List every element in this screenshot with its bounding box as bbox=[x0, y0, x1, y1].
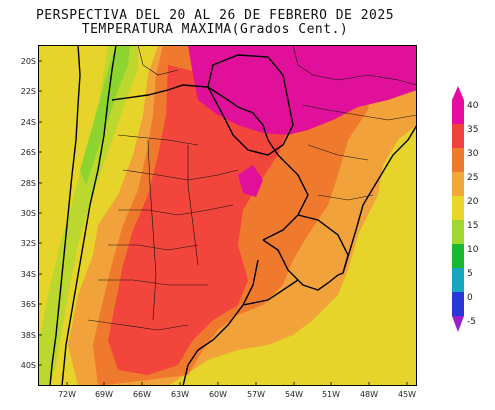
legend-tick-5: 5 bbox=[467, 269, 473, 279]
color-bar-35 bbox=[452, 124, 464, 148]
color-bar-5 bbox=[452, 268, 464, 292]
legend-tick-25: 25 bbox=[467, 173, 479, 183]
legend-tick-15: 15 bbox=[467, 221, 479, 231]
legend-tick-10: 10 bbox=[467, 245, 479, 255]
legend-tick-30: 30 bbox=[467, 149, 479, 159]
lon-label-66w: 66W bbox=[132, 390, 152, 399]
map-canvas bbox=[38, 44, 418, 387]
lon-label-54w: 54W bbox=[284, 390, 304, 399]
lat-label-28s: 28S bbox=[20, 179, 36, 188]
map-title: PERSPECTIVA DEL 20 AL 26 DE FEBRERO DE 2… bbox=[35, 8, 395, 23]
province-borders bbox=[87, 44, 418, 331]
lat-label-36s: 36S bbox=[20, 300, 36, 309]
color-bar-15 bbox=[452, 220, 464, 244]
lon-label-45w: 45W bbox=[397, 390, 417, 399]
field-yellow-green bbox=[38, 45, 138, 386]
legend-tick-35: 35 bbox=[467, 125, 479, 135]
color-bar-10 bbox=[452, 244, 464, 268]
legend-tick-20: 20 bbox=[467, 197, 479, 207]
lat-label-32s: 32S bbox=[20, 239, 36, 248]
field-yellow-west bbox=[38, 45, 100, 275]
color-bar-25 bbox=[452, 172, 464, 196]
field-magenta-spot bbox=[238, 165, 263, 197]
temperature-map bbox=[38, 44, 418, 387]
lon-label-69w: 69W bbox=[94, 390, 114, 399]
lat-label-34s: 34S bbox=[20, 270, 36, 279]
lat-label-26s: 26S bbox=[20, 148, 36, 157]
lat-label-38s: 38S bbox=[20, 331, 36, 340]
map-frame bbox=[38, 45, 417, 386]
color-bar-20 bbox=[452, 196, 464, 220]
lat-label-30s: 30S bbox=[20, 209, 36, 218]
legend-tick-0: 0 bbox=[467, 293, 473, 303]
legend-tick-minus5: -5 bbox=[467, 317, 476, 327]
lon-label-51w: 51W bbox=[321, 390, 341, 399]
color-bar-40 bbox=[452, 100, 464, 124]
legend-tick-40: 40 bbox=[467, 101, 479, 111]
lat-label-22s: 22S bbox=[20, 87, 36, 96]
lat-label-40s: 40S bbox=[20, 361, 36, 370]
color-bar-0 bbox=[452, 292, 464, 316]
lon-label-72w: 72W bbox=[57, 390, 77, 399]
color-bar-30 bbox=[452, 148, 464, 172]
lat-label-20s: 20S bbox=[20, 57, 36, 66]
color-bar-top-arrow bbox=[452, 86, 464, 100]
color-bar-bottom-arrow bbox=[452, 316, 464, 332]
lon-label-57w: 57W bbox=[246, 390, 266, 399]
lon-label-63w: 63W bbox=[170, 390, 190, 399]
field-yellow-southeast bbox=[238, 295, 417, 386]
lat-label-24s: 24S bbox=[20, 118, 36, 127]
map-subtitle: TEMPERATURA MAXIMA(Grados Cent.) bbox=[81, 22, 349, 37]
field-magenta bbox=[188, 45, 417, 135]
country-borders bbox=[49, 44, 418, 387]
color-bar bbox=[452, 86, 464, 332]
field-green bbox=[80, 45, 130, 185]
lon-label-48w: 48W bbox=[359, 390, 379, 399]
lon-label-60w: 60W bbox=[208, 390, 228, 399]
